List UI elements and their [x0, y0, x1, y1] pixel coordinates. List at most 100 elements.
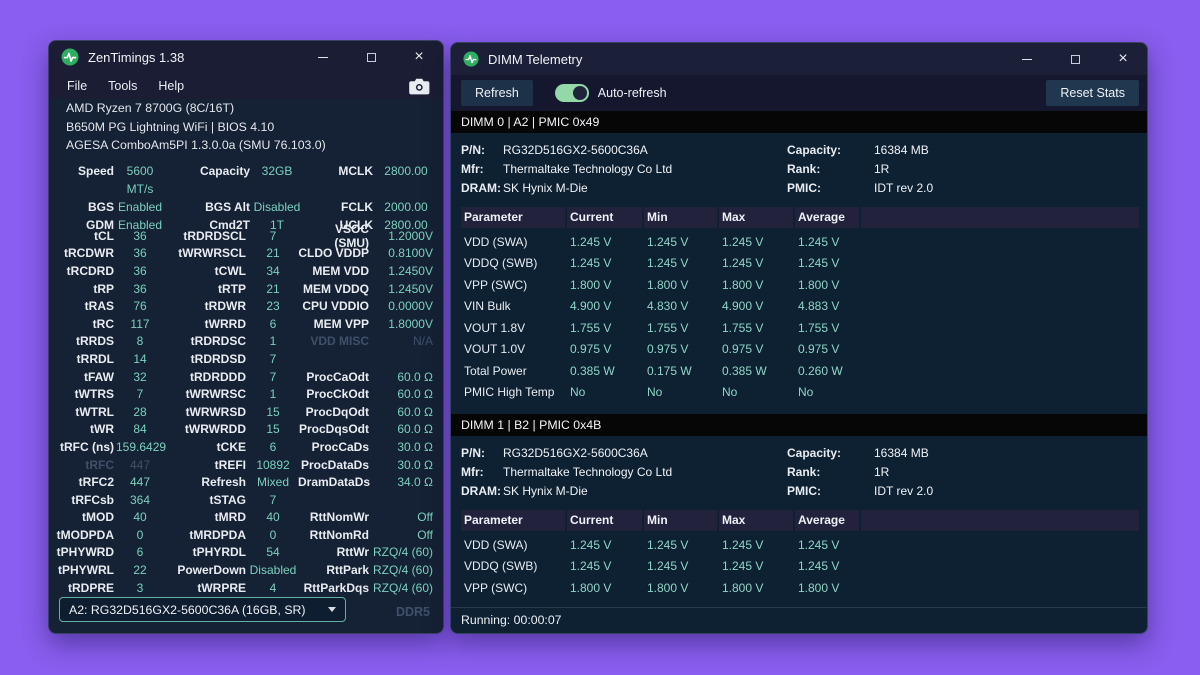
telemetry-titlebar[interactable]: DIMM Telemetry × [451, 43, 1147, 75]
config-value: 32GB [261, 164, 293, 178]
timing-row: tWTRL 28 [49, 403, 164, 421]
timing-label: tRDRDSCL [183, 228, 246, 243]
dimm-selector-dropdown[interactable]: A2: RG32D516GX2-5600C36A (16GB, SR) [59, 597, 346, 622]
timing-row: PowerDown Disabled [164, 561, 298, 579]
timing-value: N/A [412, 334, 433, 349]
maximize-button[interactable] [347, 41, 395, 73]
timing-value: Off [417, 510, 433, 525]
telemetry-row: VDDQ (SWB) 1.245 V 1.245 V 1.245 V 1.245… [461, 253, 1139, 275]
timing-label: tWRWRSC [185, 387, 246, 402]
telemetry-logo-icon [463, 51, 479, 67]
timing-value: 60.0 Ω [397, 422, 433, 437]
dimm0-table-header: Parameter Current Min Max Average [461, 207, 1139, 228]
param-current: 1.245 V [570, 256, 612, 271]
param-min: 1.245 V [647, 256, 689, 271]
close-button[interactable]: × [414, 48, 424, 65]
timing-value: 7 [269, 369, 277, 384]
timing-row: MEM VDDQ 1.2450V [298, 280, 433, 298]
timing-row: tRFC 447 [49, 456, 164, 474]
timing-value: 14 [133, 351, 147, 366]
timing-label: tWRPRE [197, 580, 246, 595]
telemetry-row: Total Power 0.385 W 0.175 W 0.385 W 0.26… [461, 360, 1139, 382]
param-average: 1.245 V [798, 537, 840, 552]
reset-stats-button[interactable]: Reset Stats [1046, 80, 1139, 106]
auto-refresh-toggle[interactable] [554, 84, 589, 102]
info-value: RG32D516GX2-5600C36A [503, 445, 648, 460]
timing-row: tMRD 40 [164, 509, 298, 527]
maximize-button[interactable] [1051, 43, 1099, 75]
timing-label: tRDPRE [67, 580, 114, 595]
timing-label: tRAS [84, 299, 114, 314]
config-value: 1T [269, 218, 284, 232]
timing-label: VDD MISC [310, 334, 369, 349]
config-value: Enabled [117, 200, 163, 214]
timing-row: CPU VDDIO 0.0000V [298, 297, 433, 315]
timing-row: tCKE 6 [164, 438, 298, 456]
timing-row: tRDWR 23 [164, 297, 298, 315]
timing-label: tWTRS [74, 387, 114, 402]
menu-help[interactable]: Help [158, 79, 185, 93]
timing-value: 7 [136, 387, 144, 402]
timing-row: tCL 36 [49, 227, 164, 245]
timing-value: 0 [136, 527, 144, 542]
minimize-button[interactable] [299, 41, 347, 73]
dimm1-table-header: Parameter Current Min Max Average [461, 510, 1139, 531]
window-controls: × [299, 41, 443, 73]
param-average: 1.800 V [798, 580, 840, 595]
info-value: Thermaltake Technology Co Ltd [503, 161, 673, 176]
param-min: No [647, 385, 663, 400]
info-label: Mfr: [461, 464, 484, 479]
info-value: 1R [874, 464, 890, 479]
timing-value: 0 [269, 527, 277, 542]
timing-value: 7 [269, 492, 277, 507]
memory-type-label: DDR5 [395, 605, 430, 619]
timing-row: tWR 84 [49, 421, 164, 439]
timings-column-2: tRDRDSCL 7 tWRWRSCL 21 tCWL 34 tRTP 21 [164, 227, 298, 596]
timing-row: RttParkDqs RZQ/4 (60) [298, 579, 433, 597]
timing-label: Refresh [201, 475, 246, 490]
col-current: Current [567, 207, 642, 228]
refresh-button[interactable]: Refresh [461, 80, 533, 106]
timing-row: tRP 36 [49, 280, 164, 298]
timing-label: tRP [93, 281, 114, 296]
menu-tools[interactable]: Tools [108, 79, 138, 93]
menu-file[interactable]: File [67, 79, 88, 93]
timing-value: 60.0 Ω [397, 404, 433, 419]
zentimings-titlebar[interactable]: ZenTimings 1.38 × [49, 41, 443, 73]
col-min: Min [644, 207, 717, 228]
info-value: IDT rev 2.0 [874, 484, 934, 499]
timing-label: tRRDS [76, 334, 114, 349]
timing-label: RttPark [326, 563, 369, 578]
timing-label: PowerDown [177, 563, 246, 578]
timing-label: CLDO VDDP [298, 246, 369, 261]
timing-label: tRDWR [204, 299, 246, 314]
zentimings-logo-icon [61, 48, 79, 66]
timing-value: 6 [269, 439, 277, 454]
param-max: 1.245 V [722, 256, 764, 271]
param-max: 1.245 V [722, 559, 764, 574]
timing-label: DramDataDs [298, 475, 371, 490]
timing-row: VSOC (SMU) 1.2000V [298, 222, 433, 250]
timing-value: 36 [133, 228, 147, 243]
param-max: 1.245 V [722, 234, 764, 249]
timing-row: VDD MISC N/A [298, 333, 433, 351]
timing-value: 7 [269, 351, 277, 366]
timing-label: tREFI [214, 457, 246, 472]
timing-row: tWRPRE 4 [164, 579, 298, 597]
screenshot-camera-button[interactable] [409, 78, 430, 95]
minimize-button[interactable] [1003, 43, 1051, 75]
param-name: VDD (SWA) [464, 537, 528, 552]
param-max: No [722, 385, 738, 400]
timing-value: 4 [269, 580, 277, 595]
timing-label: tCL [94, 228, 114, 243]
timing-label: RttNomRd [309, 527, 369, 542]
timing-label: ProcCaOdt [306, 369, 369, 384]
param-current: 0.385 W [570, 363, 615, 378]
system-info: AMD Ryzen 7 8700G (8C/16T) B650M PG Ligh… [66, 99, 326, 155]
close-button[interactable]: × [1118, 50, 1128, 67]
timing-label: tRFC (ns) [60, 439, 114, 454]
info-label: Capacity: [787, 142, 842, 157]
camera-icon [409, 78, 430, 94]
config-label: BGS Alt [205, 200, 250, 214]
dimm-info-row: P/N: RG32D516GX2-5600C36A Capacity: 1638… [451, 443, 1147, 462]
